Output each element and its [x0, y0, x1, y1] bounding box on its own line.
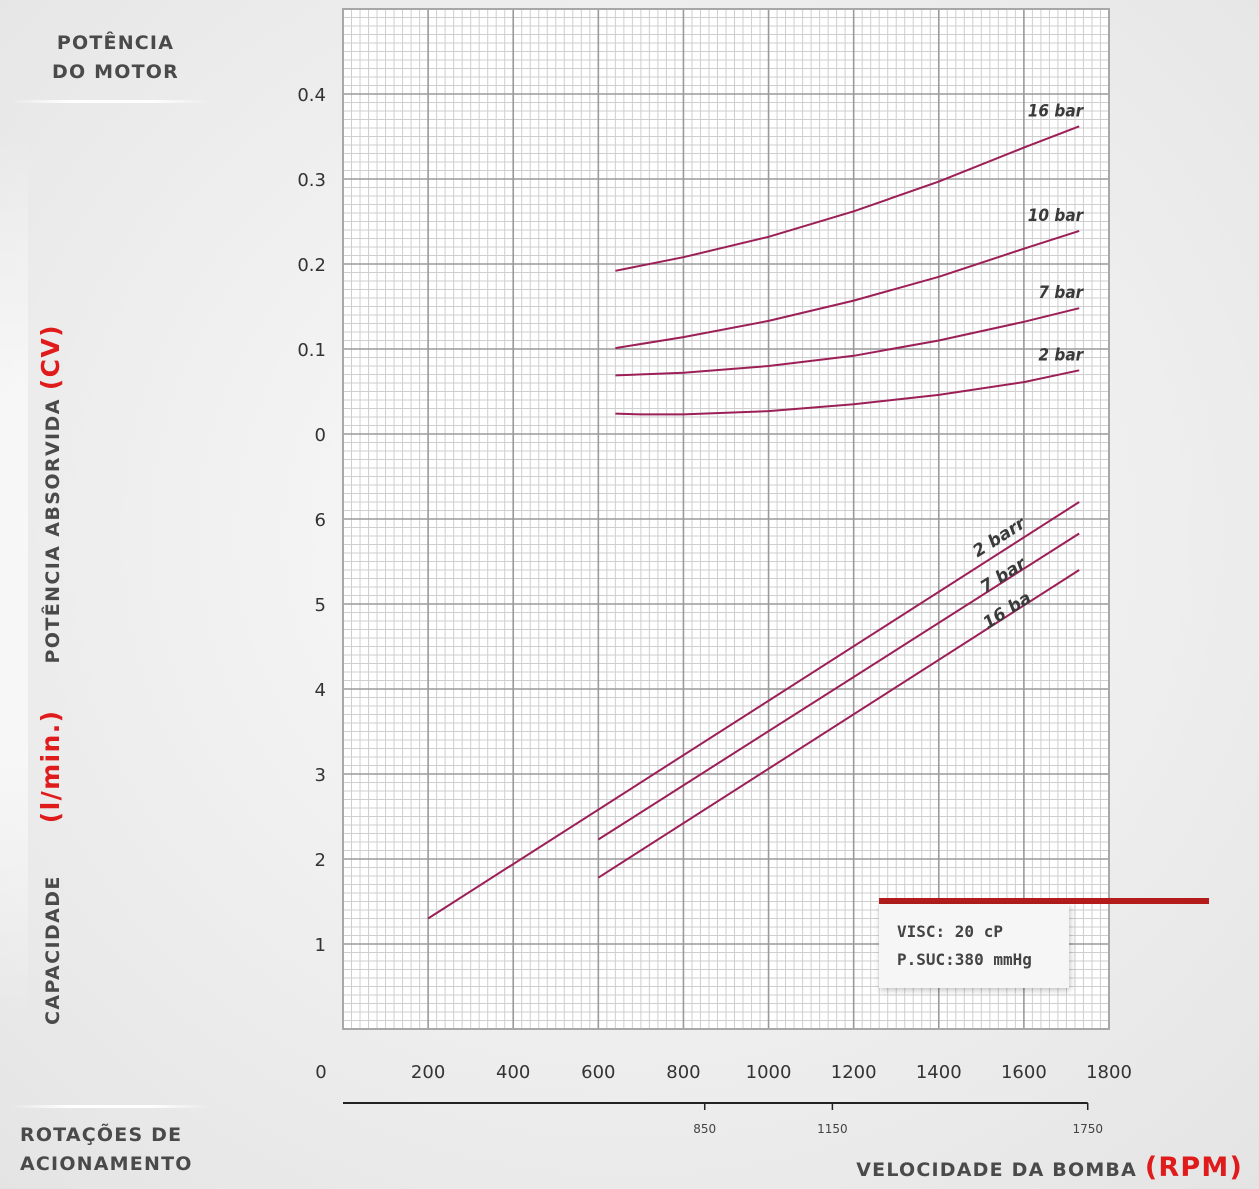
rpm-tick-label: 850 — [693, 1122, 716, 1136]
y-tick-power: 0.1 — [297, 340, 326, 361]
x-axis-title: VELOCIDADE DA BOMBA (RPM) — [856, 1152, 1243, 1183]
y-tick-power: 0.2 — [297, 255, 326, 276]
power-curve-label-1: 16 bar — [1028, 101, 1085, 121]
power-curve-1 — [615, 125, 1080, 272]
y-tick-power: 0.3 — [297, 170, 326, 191]
y-tick-capacity: 5 — [315, 595, 326, 616]
y-tick-capacity: 2 — [315, 850, 326, 871]
y-tick-capacity: 4 — [315, 680, 326, 701]
x-tick-label: 0 — [315, 1062, 326, 1083]
y-tick-capacity: 3 — [315, 765, 326, 786]
capacity-curve-3 — [597, 569, 1080, 879]
legend-accent-bar — [879, 898, 1209, 904]
y-tick-power: 0.4 — [297, 85, 326, 106]
x-tick-label: 1200 — [831, 1062, 877, 1083]
curves — [427, 125, 1080, 920]
drive-rotation-line1: ROTAÇÕES DE — [20, 1124, 183, 1146]
test-conditions-box: VISC: 20 cP P.SUC:380 mmHg — [879, 904, 1069, 988]
power-curve-label-2: 10 bar — [1028, 206, 1085, 226]
bottom-divider — [10, 1105, 210, 1108]
capacity-curve-2 — [597, 532, 1080, 841]
x-tick-label: 400 — [496, 1062, 530, 1083]
power-curve-label-3: 7 bar — [1038, 283, 1084, 303]
x-tick-label: 1400 — [916, 1062, 962, 1083]
x-tick-label: 200 — [411, 1062, 445, 1083]
y-tick-capacity: 6 — [315, 510, 326, 531]
power-curve-2 — [615, 229, 1080, 350]
power-curve-4 — [615, 369, 1080, 416]
x-tick-label: 1000 — [746, 1062, 792, 1083]
drive-rotation-line2: ACIONAMENTO — [20, 1153, 193, 1175]
y-tick-labels: 0 0.1 0.2 0.3 0.4 1 2 3 4 5 6 — [297, 85, 326, 956]
top-divider — [10, 100, 210, 103]
plot-frame — [342, 8, 1110, 1030]
power-curve-label-4: 2 bar — [1038, 345, 1084, 365]
motor-power-line1: POTÊNCIA — [56, 32, 175, 54]
x-axis-title-unit: (RPM) — [1144, 1152, 1243, 1183]
side-strip — [0, 135, 28, 1025]
rpm-tick-label: 1150 — [817, 1122, 848, 1136]
viscosity-text: VISC: 20 cP — [897, 922, 1003, 941]
major-grid — [343, 9, 1109, 1029]
x-tick-label: 1600 — [1001, 1062, 1047, 1083]
x-tick-label: 600 — [581, 1062, 615, 1083]
motor-power-line2: DO MOTOR — [52, 61, 179, 83]
x-axis-title-text: VELOCIDADE DA BOMBA — [856, 1159, 1138, 1181]
rpm-tick-label: 1750 — [1072, 1122, 1103, 1136]
x-tick-label: 800 — [666, 1062, 700, 1083]
rpm-secondary-axis: 850 1150 1750 — [343, 1102, 1103, 1136]
y-tick-power: 0 — [315, 425, 326, 446]
x-tick-labels: 0 200 400 600 800 1000 1200 1400 1600 1800 — [315, 1062, 1132, 1083]
motor-power-label: POTÊNCIA DO MOTOR — [28, 29, 203, 87]
capacity-curve-1 — [427, 501, 1080, 920]
y-tick-capacity: 1 — [315, 935, 326, 956]
power-curve-3 — [615, 307, 1080, 377]
x-tick-label: 1800 — [1086, 1062, 1132, 1083]
suction-pressure-text: P.SUC:380 mmHg — [897, 950, 1032, 969]
drive-rotation-label: ROTAÇÕES DE ACIONAMENTO — [20, 1121, 220, 1179]
